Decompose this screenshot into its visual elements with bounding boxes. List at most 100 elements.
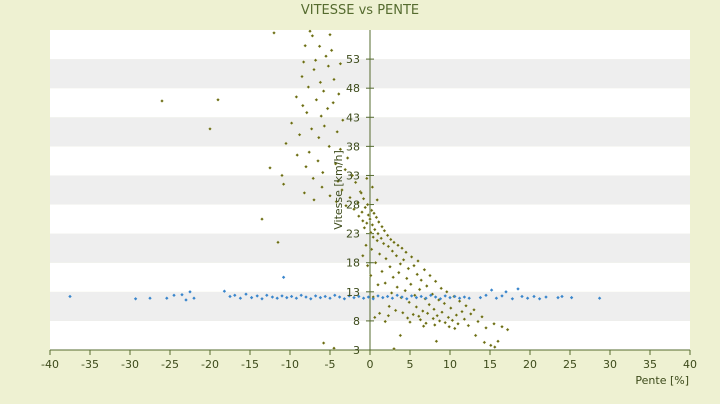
data-point-speed bbox=[388, 237, 393, 242]
data-point-flat bbox=[510, 297, 515, 301]
data-point-flat bbox=[280, 294, 284, 298]
data-point-speed bbox=[375, 197, 380, 202]
y-tick-label: 18 bbox=[346, 257, 360, 270]
data-point-speed bbox=[454, 313, 459, 318]
data-point-speed bbox=[208, 126, 212, 131]
data-point-speed bbox=[440, 310, 444, 315]
data-point-speed bbox=[306, 85, 311, 90]
x-tick-label: -5 bbox=[325, 358, 336, 371]
data-point-speed bbox=[329, 48, 334, 53]
data-point-flat bbox=[260, 297, 264, 301]
data-point-speed bbox=[320, 185, 324, 190]
data-point-flat bbox=[352, 295, 356, 300]
data-point-speed bbox=[394, 253, 399, 258]
data-point-flat bbox=[275, 296, 279, 300]
data-point-speed bbox=[387, 304, 392, 309]
data-point-flat bbox=[429, 293, 433, 298]
data-point-speed bbox=[422, 267, 427, 272]
data-point-flat bbox=[228, 294, 232, 299]
data-point-flat bbox=[489, 288, 494, 292]
data-point-speed bbox=[439, 286, 444, 291]
data-point-flat bbox=[424, 296, 428, 300]
data-point-speed bbox=[406, 266, 411, 271]
data-point-speed bbox=[310, 33, 315, 38]
x-tick-label: 30 bbox=[603, 358, 617, 371]
data-point-flat bbox=[270, 295, 275, 299]
data-point-speed bbox=[356, 200, 360, 205]
data-point-speed bbox=[353, 180, 358, 185]
data-point-flat bbox=[532, 294, 536, 299]
axes bbox=[49, 30, 691, 355]
data-point-speed bbox=[496, 339, 500, 344]
data-point-flat bbox=[347, 294, 351, 298]
data-point-speed bbox=[434, 339, 439, 344]
data-point-speed bbox=[301, 60, 306, 64]
data-point-speed bbox=[385, 233, 390, 238]
data-point-flat bbox=[520, 294, 524, 299]
data-point-flat bbox=[381, 295, 385, 300]
data-point-speed bbox=[368, 230, 373, 235]
data-point-speed bbox=[431, 316, 436, 321]
data-point-speed bbox=[370, 185, 375, 190]
data-point-speed bbox=[370, 222, 375, 227]
data-point-flat bbox=[516, 287, 520, 291]
data-point-speed bbox=[294, 94, 299, 99]
data-point-speed bbox=[417, 287, 422, 292]
data-point-speed bbox=[376, 231, 380, 236]
data-point-flat bbox=[500, 294, 504, 298]
data-point-speed bbox=[325, 106, 330, 111]
data-point-speed bbox=[392, 240, 396, 245]
data-point-speed bbox=[457, 299, 462, 304]
data-point-flat bbox=[371, 297, 375, 301]
data-point-speed bbox=[297, 132, 302, 137]
data-point-speed bbox=[377, 252, 382, 256]
x-axis-label: Pente [%] bbox=[635, 374, 689, 387]
data-point-speed bbox=[280, 173, 284, 178]
data-point-speed bbox=[324, 54, 328, 59]
x-tick-label: -10 bbox=[281, 358, 299, 371]
data-point-speed bbox=[450, 318, 455, 323]
data-point-speed bbox=[350, 173, 355, 178]
y-tick-label: 3 bbox=[353, 344, 360, 357]
data-point-speed bbox=[328, 32, 332, 37]
data-point-speed bbox=[368, 217, 372, 222]
data-point-speed bbox=[492, 321, 496, 326]
data-point-speed bbox=[384, 256, 388, 261]
x-tick-label: -35 bbox=[81, 358, 99, 371]
data-point-speed bbox=[395, 285, 400, 290]
data-point-speed bbox=[460, 309, 464, 314]
data-point-flat bbox=[443, 294, 447, 298]
data-point-speed bbox=[400, 310, 405, 315]
data-point-speed bbox=[464, 303, 468, 308]
data-point-flat bbox=[255, 294, 259, 298]
data-point-speed bbox=[340, 188, 344, 192]
data-point-speed bbox=[364, 176, 369, 181]
data-point-speed bbox=[452, 326, 457, 331]
data-point-flat bbox=[192, 296, 196, 300]
data-point-speed bbox=[304, 164, 308, 169]
data-point-speed bbox=[260, 217, 264, 222]
data-point-flat bbox=[233, 293, 237, 298]
data-point-flat bbox=[569, 295, 574, 300]
x-tick-label: 35 bbox=[643, 358, 657, 371]
data-point-speed bbox=[333, 161, 338, 166]
data-point-flat bbox=[357, 294, 361, 299]
data-point-speed bbox=[383, 281, 388, 286]
data-point-speed bbox=[444, 289, 449, 294]
data-point-flat bbox=[333, 293, 337, 298]
data-point-flat bbox=[361, 296, 366, 300]
data-point-speed bbox=[313, 58, 318, 63]
data-point-speed bbox=[391, 275, 396, 280]
data-point-speed bbox=[424, 321, 428, 326]
data-point-speed bbox=[340, 118, 345, 123]
x-tick-label: -30 bbox=[121, 358, 139, 371]
data-point-speed bbox=[396, 243, 400, 248]
data-point-speed bbox=[500, 324, 504, 329]
data-point-speed bbox=[505, 327, 510, 332]
y-tick-label: 23 bbox=[346, 228, 360, 241]
data-point-flat bbox=[304, 295, 308, 299]
data-point-speed bbox=[368, 273, 373, 278]
data-point-speed bbox=[412, 293, 417, 298]
data-point-speed bbox=[400, 246, 404, 251]
